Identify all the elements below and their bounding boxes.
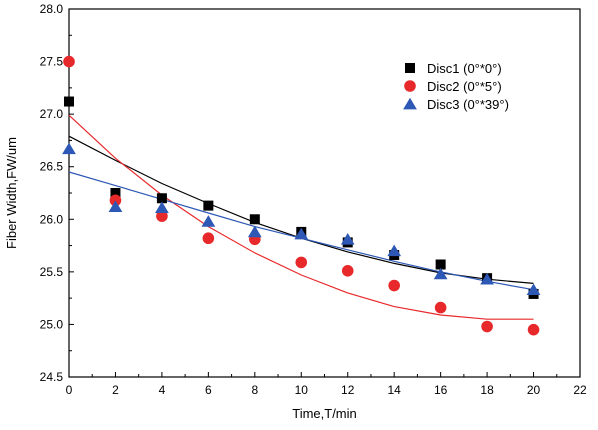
y-axis-title: Fiber Width,FW/um — [4, 137, 19, 249]
data-point-triangle — [526, 283, 541, 296]
data-point-circle — [109, 194, 122, 207]
x-tick-label: 14 — [388, 383, 402, 397]
legend: Disc1 (0°*0°) Disc2 (0°*5°) Disc3 (0°*39°) — [403, 61, 509, 112]
data-point-square — [203, 200, 214, 211]
data-point-triangle — [340, 233, 355, 245]
x-tick-label: 22 — [573, 383, 587, 397]
y-tick-label: 27.0 — [40, 107, 64, 121]
plot-frame — [68, 8, 581, 378]
x-tick-label: 2 — [112, 383, 119, 397]
x-tick-label: 10 — [295, 383, 309, 397]
x-tick-label: 8 — [251, 383, 258, 397]
x-tick-label: 0 — [66, 383, 73, 397]
data-point-circle — [388, 279, 400, 292]
data-point-triangle — [155, 201, 169, 214]
data-point-square — [435, 259, 446, 270]
data-point-triangle — [62, 142, 76, 155]
x-tick-label: 16 — [434, 383, 448, 397]
data-point-square — [156, 193, 167, 204]
legend-label: Disc2 (0°*5°) — [427, 79, 502, 94]
y-tick-label: 26.0 — [40, 212, 64, 226]
y-tick-label: 28.0 — [40, 2, 64, 16]
data-point-triangle — [247, 225, 262, 238]
y-tick-label: 27.5 — [40, 55, 64, 69]
fit-curves — [68, 114, 534, 320]
data-point-circle — [434, 301, 447, 314]
data-point-circle — [341, 265, 354, 277]
data-point-circle — [481, 320, 493, 333]
data-point-triangle — [108, 200, 123, 212]
data-point-square — [249, 214, 260, 225]
data-point-square — [110, 188, 121, 198]
y-tick-label: 25.5 — [40, 265, 64, 279]
data-points — [62, 55, 541, 336]
legend-label: Disc3 (0°*39°) — [427, 97, 509, 112]
data-point-triangle — [387, 244, 402, 257]
data-point-circle — [295, 256, 308, 269]
data-point-circle — [156, 210, 168, 222]
legend-marker — [405, 63, 415, 73]
y-tick-label: 25.0 — [40, 317, 64, 331]
data-point-circle — [63, 55, 75, 68]
data-point-triangle — [201, 215, 216, 227]
x-axis-title: Time,T/min — [292, 406, 357, 421]
data-point-circle — [527, 323, 540, 336]
data-point-square — [64, 96, 74, 107]
data-point-triangle — [433, 267, 448, 280]
legend-marker — [404, 80, 416, 92]
data-point-triangle — [294, 227, 309, 240]
data-point-circle — [202, 232, 215, 245]
x-tick-label: 6 — [205, 383, 212, 397]
x-tick-label: 4 — [159, 383, 166, 397]
x-tick-label: 12 — [341, 383, 355, 397]
legend-marker — [403, 97, 417, 110]
legend-label: Disc1 (0°*0°) — [427, 61, 502, 76]
y-tick-label: 24.5 — [40, 370, 64, 384]
fit-line — [68, 114, 534, 320]
y-tick-label: 26.5 — [40, 160, 64, 174]
axis-ticks: 0 2 4 6 8 10 12 14 16 18 20 22 24.5 25.0 25.5 26.0 26.5 2… — [40, 2, 587, 397]
x-tick-label: 20 — [527, 383, 541, 397]
x-tick-label: 18 — [480, 383, 494, 397]
data-point-triangle — [480, 272, 494, 285]
